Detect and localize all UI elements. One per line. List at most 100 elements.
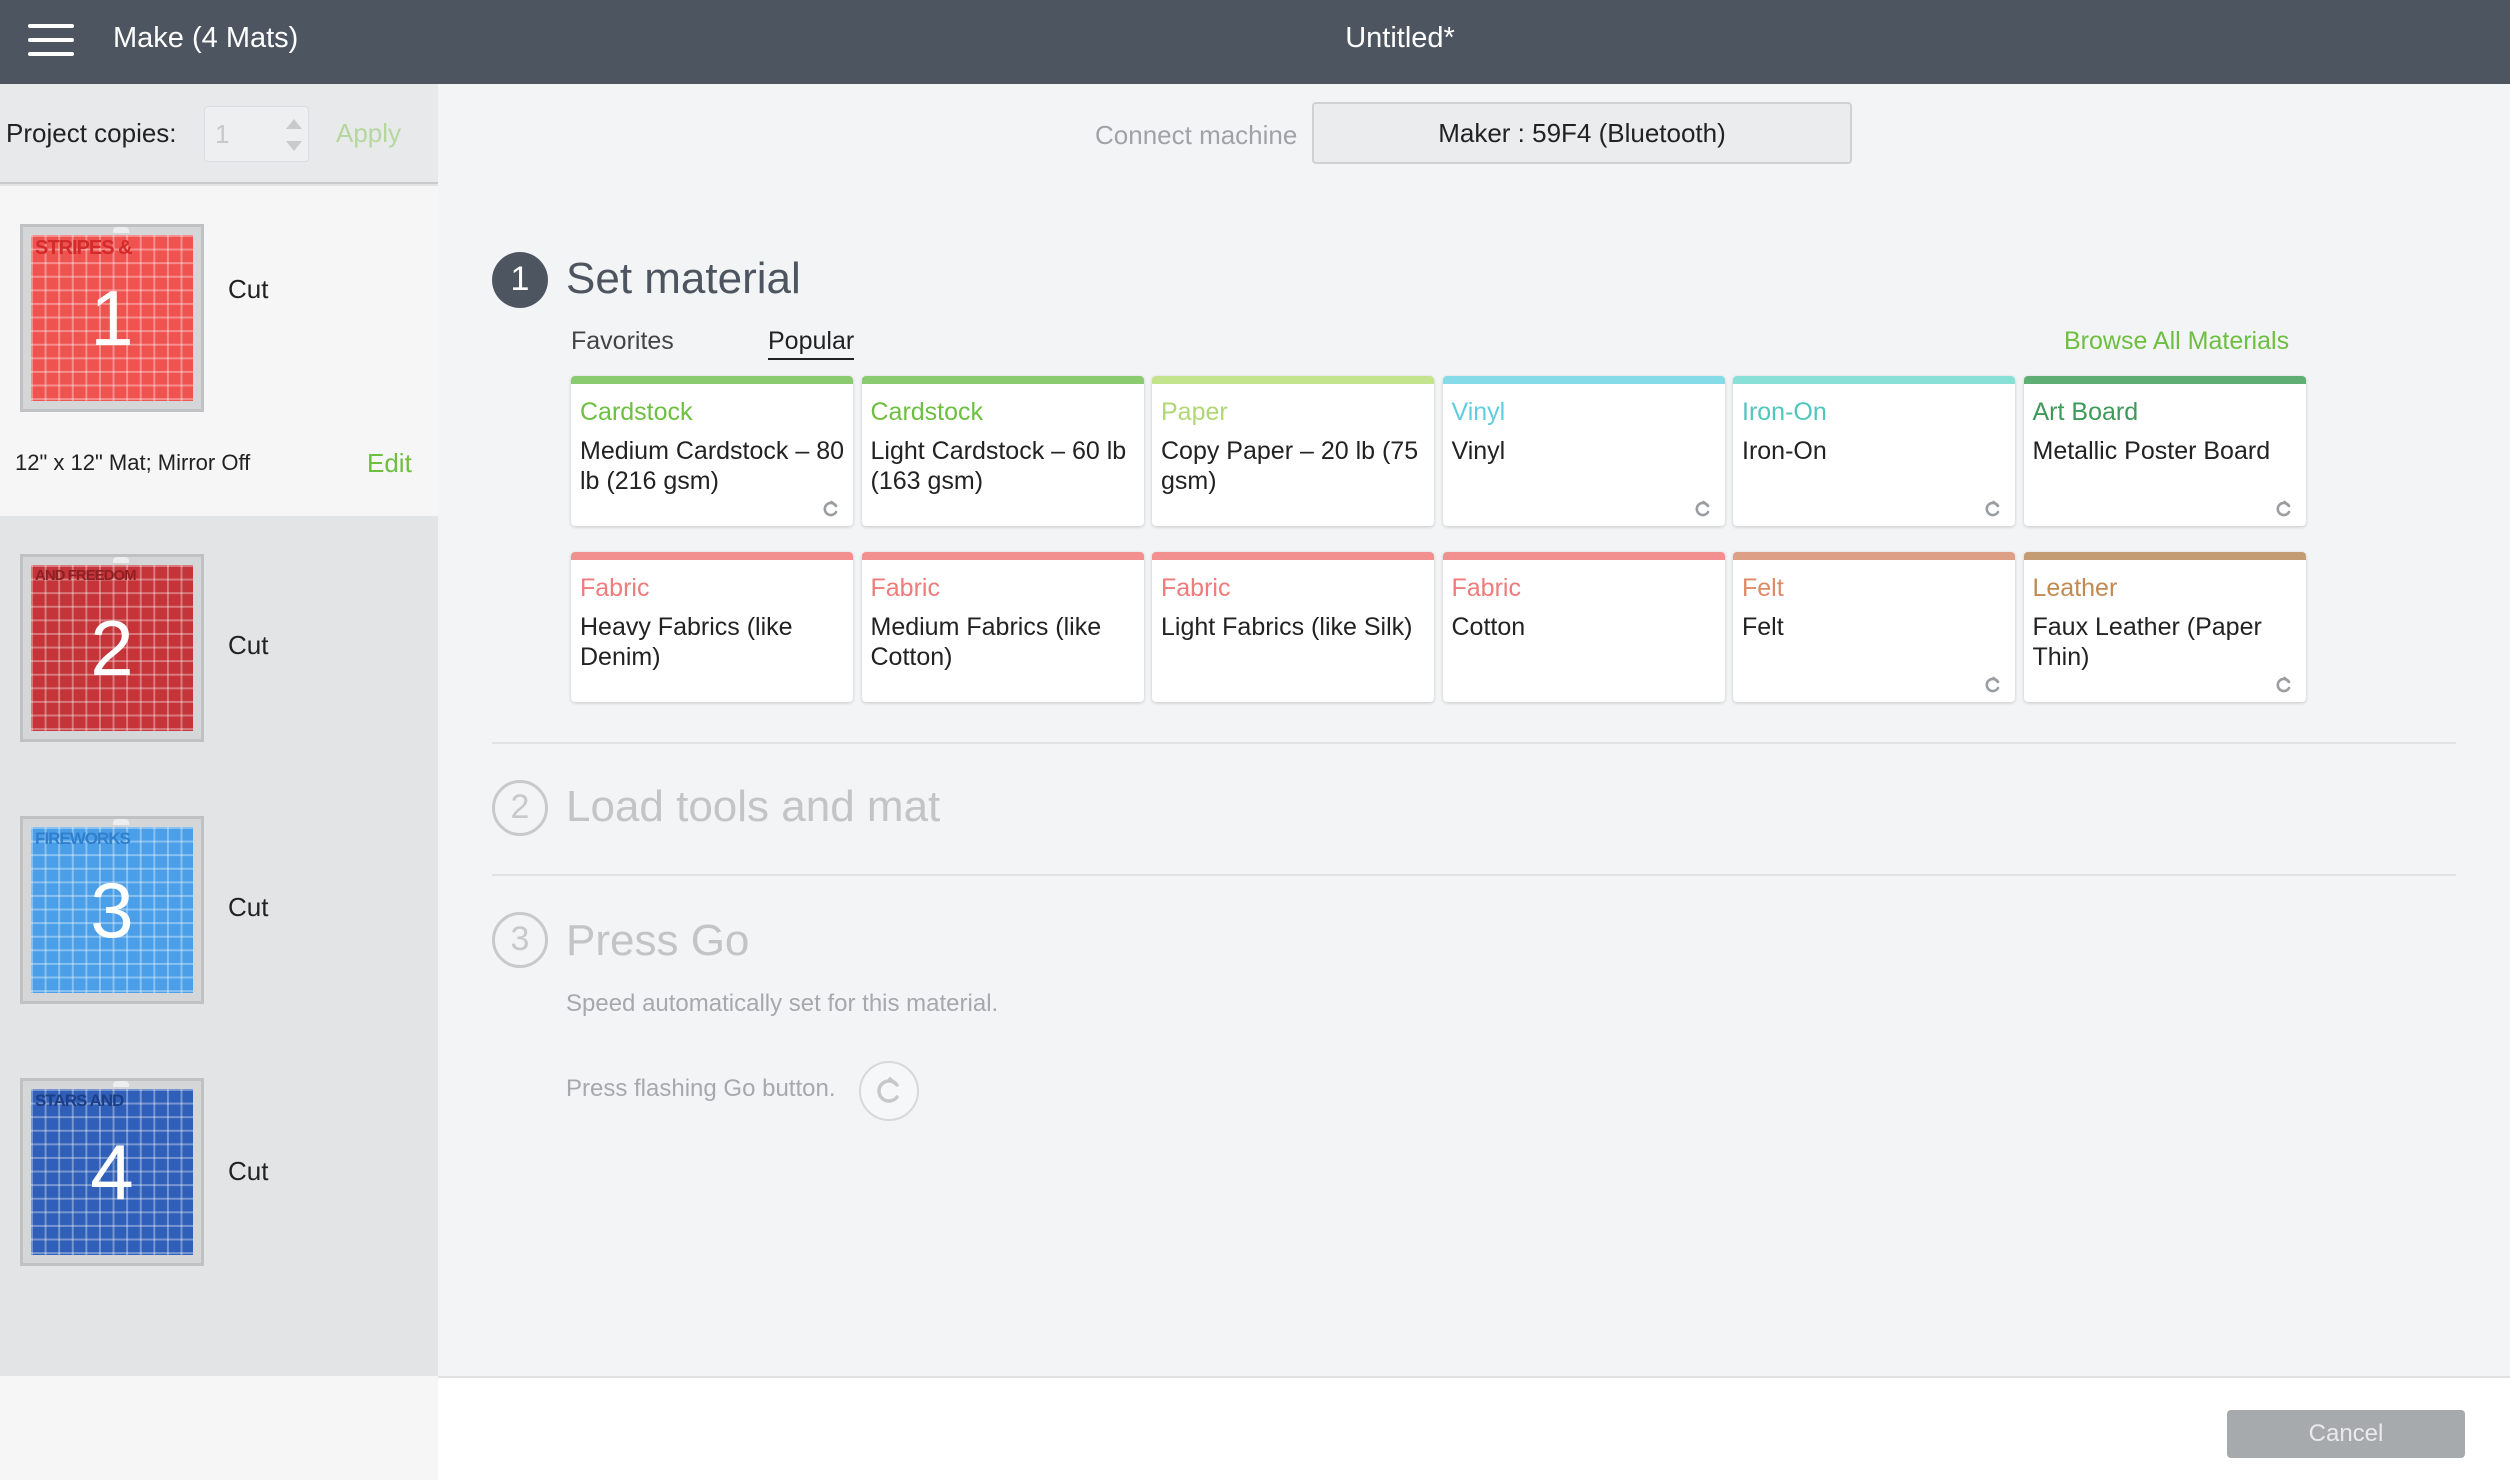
mat-design-text: STARS AND (35, 1091, 124, 1110)
material-name: Cotton (1451, 613, 1526, 641)
document-title: Untitled* (1345, 22, 1455, 54)
step-3-number: 3 (492, 912, 548, 968)
mat-number: 2 (90, 604, 134, 692)
edit-mat-button[interactable]: Edit (367, 448, 412, 478)
material-name: Copy Paper – 20 lb (75 gsm) (1161, 437, 1419, 495)
material-category: Fabric (1451, 574, 1521, 602)
mat-thumbnail[interactable]: STARS AND 4 (20, 1078, 204, 1266)
go-button-icon (859, 1061, 919, 1121)
mat-design-text: FIREWORKS (35, 829, 131, 848)
material-card[interactable]: Fabric Medium Fabrics (like Cotton) (861, 552, 1144, 702)
material-category: Iron-On (1742, 398, 1827, 426)
material-color-bar (861, 552, 1144, 560)
menu-icon[interactable] (28, 24, 74, 58)
cricut-c-icon (2274, 674, 2296, 696)
mat-mode-label: Cut (228, 1156, 269, 1186)
main-panel: Connect machine Maker : 59F4 (Bluetooth)… (438, 84, 2510, 1376)
material-card[interactable]: Fabric Cotton (1442, 552, 1725, 702)
material-color-bar (571, 376, 853, 384)
apply-button[interactable]: Apply (336, 118, 402, 148)
material-card[interactable]: Fabric Light Fabrics (like Silk) (1152, 552, 1434, 702)
mat-item-3[interactable]: FIREWORKS 3 Cut (0, 782, 438, 1042)
material-card[interactable]: Leather Faux Leather (Paper Thin) (2023, 552, 2306, 702)
material-color-bar (2023, 376, 2306, 384)
material-name: Medium Cardstock – 80 lb (216 gsm) (580, 437, 845, 495)
cricut-c-icon (1983, 498, 2005, 520)
material-category: Cardstock (870, 398, 984, 426)
mat-design-text: AND FREEDOM (35, 567, 137, 584)
material-color-bar (861, 376, 1144, 384)
app-header: Make (4 Mats) Untitled* (0, 0, 2510, 84)
browse-all-materials-link[interactable]: Browse All Materials (2064, 327, 2290, 355)
machine-select-button[interactable]: Maker : 59F4 (Bluetooth) (1312, 102, 1852, 164)
mat-design-text: STRIPES & (35, 237, 133, 259)
copies-value: 1 (215, 119, 230, 149)
step-2-title: Load tools and mat (566, 782, 941, 831)
cricut-c-icon (821, 498, 843, 520)
material-category: Paper (1161, 398, 1228, 426)
mat-mode-label: Cut (228, 274, 269, 304)
page-title: Make (4 Mats) (113, 22, 299, 54)
material-card[interactable]: Paper Copy Paper – 20 lb (75 gsm) (1152, 376, 1434, 526)
mat-number: 3 (90, 866, 134, 954)
mat-item-4[interactable]: STARS AND 4 Cut (0, 1042, 438, 1312)
copies-label: Project copies: (6, 118, 177, 148)
go-instruction-text: Press flashing Go button. (566, 1075, 836, 1102)
step-1-number: 1 (492, 252, 548, 308)
material-card[interactable]: Felt Felt (1733, 552, 2015, 702)
mat-sidebar: Project copies: 1 Apply STRIPES & 1 Cut … (0, 84, 438, 1480)
material-color-bar (1152, 552, 1434, 560)
material-color-bar (1442, 552, 1725, 560)
material-color-bar (1733, 376, 2015, 384)
material-color-bar (1442, 376, 1725, 384)
material-color-bar (571, 552, 853, 560)
material-card[interactable]: Cardstock Medium Cardstock – 80 lb (216 g… (571, 376, 853, 526)
copies-spinner[interactable] (282, 113, 304, 157)
mat-preview: AND FREEDOM 2 (31, 557, 193, 731)
material-category: Art Board (2032, 398, 2139, 426)
step-1-title: Set material (566, 254, 801, 303)
step-2-number: 2 (492, 780, 548, 836)
tab-favorites[interactable]: Favorites (571, 327, 674, 355)
material-card[interactable]: Art Board Metallic Poster Board (2023, 376, 2306, 526)
mat-item-1[interactable]: STRIPES & 1 Cut 12" x 12" Mat; Mirror Of… (0, 186, 438, 516)
material-color-bar (1152, 376, 1434, 384)
tab-popular[interactable]: Popular (768, 327, 855, 360)
material-card[interactable]: Cardstock Light Cardstock – 60 lb (163 gs… (861, 376, 1144, 526)
mat-number: 4 (90, 1128, 134, 1216)
spin-down-icon[interactable] (286, 141, 302, 151)
material-name: Iron-On (1742, 437, 1827, 465)
material-name: Light Cardstock – 60 lb (163 gsm) (870, 437, 1127, 495)
cricut-c-icon (2274, 498, 2296, 520)
footer-bar: Cancel (438, 1376, 2510, 1480)
mat-thumbnail[interactable]: AND FREEDOM 2 (20, 554, 204, 742)
connect-machine-label: Connect machine (1095, 120, 1298, 150)
material-category: Felt (1742, 574, 1784, 602)
divider (492, 742, 2456, 744)
material-card[interactable]: Fabric Heavy Fabrics (like Denim) (571, 552, 853, 702)
mat-number: 1 (90, 274, 134, 362)
material-name: Faux Leather (Paper Thin) (2032, 613, 2262, 671)
spin-up-icon[interactable] (286, 119, 302, 129)
material-name: Light Fabrics (like Silk) (1161, 613, 1413, 641)
material-card[interactable]: Iron-On Iron-On (1733, 376, 2015, 526)
material-name: Vinyl (1451, 437, 1506, 465)
mat-item-2[interactable]: AND FREEDOM 2 Cut (0, 516, 438, 782)
cancel-button[interactable]: Cancel (2227, 1410, 2465, 1458)
material-card[interactable]: Vinyl Vinyl (1442, 376, 1725, 526)
divider (492, 874, 2456, 876)
speed-info-text: Speed automatically set for this materia… (566, 990, 999, 1017)
project-copies-bar: Project copies: 1 Apply (0, 84, 438, 184)
mat-thumbnail[interactable]: FIREWORKS 3 (20, 816, 204, 1004)
mat-preview: FIREWORKS 3 (31, 819, 193, 993)
material-name: Medium Fabrics (like Cotton) (870, 613, 1102, 671)
material-category: Vinyl (1451, 398, 1506, 426)
mat-preview: STARS AND 4 (31, 1081, 193, 1255)
material-name: Metallic Poster Board (2032, 437, 2271, 465)
material-category: Fabric (580, 574, 650, 602)
copies-stepper[interactable]: 1 (204, 106, 309, 162)
mat-preview: STRIPES & 1 (31, 227, 193, 401)
material-category: Leather (2032, 574, 2118, 602)
mat-thumbnail[interactable]: STRIPES & 1 (20, 224, 204, 412)
material-category: Fabric (1161, 574, 1231, 602)
